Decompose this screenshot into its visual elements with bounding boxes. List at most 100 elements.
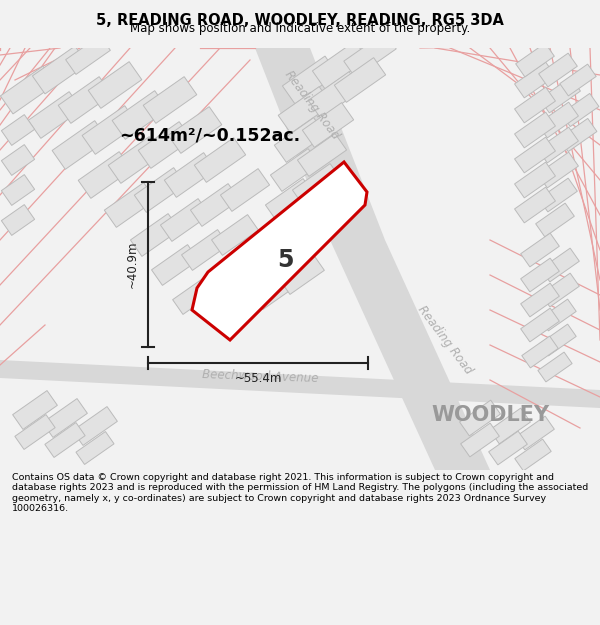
- Polygon shape: [58, 77, 112, 123]
- Polygon shape: [280, 256, 325, 294]
- Polygon shape: [330, 240, 490, 470]
- Polygon shape: [538, 152, 578, 188]
- Polygon shape: [257, 239, 304, 281]
- Polygon shape: [134, 168, 185, 212]
- Polygon shape: [271, 149, 320, 191]
- Polygon shape: [76, 431, 114, 464]
- Polygon shape: [490, 408, 530, 444]
- Polygon shape: [220, 169, 269, 211]
- Polygon shape: [52, 121, 108, 169]
- Polygon shape: [515, 187, 556, 223]
- Polygon shape: [262, 209, 308, 251]
- Polygon shape: [274, 118, 326, 162]
- Polygon shape: [521, 283, 559, 317]
- Polygon shape: [88, 62, 142, 108]
- Text: 5: 5: [277, 248, 293, 272]
- Polygon shape: [559, 118, 597, 152]
- Polygon shape: [15, 414, 55, 449]
- Polygon shape: [515, 439, 551, 471]
- Polygon shape: [138, 122, 192, 168]
- Polygon shape: [460, 400, 500, 436]
- Polygon shape: [515, 87, 556, 123]
- Polygon shape: [292, 164, 341, 206]
- Polygon shape: [284, 224, 331, 266]
- Polygon shape: [515, 137, 556, 173]
- Polygon shape: [32, 46, 88, 94]
- Polygon shape: [536, 203, 574, 237]
- Polygon shape: [538, 352, 572, 382]
- Polygon shape: [283, 56, 338, 104]
- Polygon shape: [539, 53, 577, 87]
- Polygon shape: [515, 62, 556, 98]
- Polygon shape: [515, 162, 556, 198]
- Polygon shape: [73, 407, 118, 446]
- Polygon shape: [539, 178, 577, 212]
- Polygon shape: [13, 391, 58, 429]
- Polygon shape: [278, 87, 332, 133]
- Text: 5, READING ROAD, WOODLEY, READING, RG5 3DA: 5, READING ROAD, WOODLEY, READING, RG5 3…: [96, 14, 504, 29]
- Polygon shape: [1, 114, 35, 146]
- Polygon shape: [521, 233, 559, 267]
- Polygon shape: [515, 43, 554, 77]
- Polygon shape: [538, 102, 578, 138]
- Text: Beechwood Avenue: Beechwood Avenue: [202, 369, 319, 386]
- Polygon shape: [190, 184, 239, 226]
- Polygon shape: [212, 214, 259, 256]
- Polygon shape: [539, 77, 580, 113]
- Text: Reading Road: Reading Road: [415, 303, 475, 377]
- Polygon shape: [302, 102, 353, 148]
- Polygon shape: [203, 261, 247, 299]
- Polygon shape: [561, 93, 599, 127]
- Polygon shape: [521, 258, 559, 292]
- Polygon shape: [461, 423, 499, 457]
- Polygon shape: [143, 77, 197, 123]
- Text: WOODLEY: WOODLEY: [431, 405, 549, 425]
- Text: ~40.9m: ~40.9m: [125, 241, 139, 288]
- Polygon shape: [78, 152, 132, 198]
- Polygon shape: [265, 179, 314, 221]
- Polygon shape: [515, 112, 556, 148]
- Text: Reading Road: Reading Road: [282, 68, 342, 142]
- Text: Map shows position and indicative extent of the property.: Map shows position and indicative extent…: [130, 21, 470, 34]
- Polygon shape: [168, 107, 222, 153]
- Polygon shape: [515, 416, 554, 450]
- Polygon shape: [540, 324, 576, 356]
- Polygon shape: [108, 137, 162, 183]
- Polygon shape: [313, 41, 368, 89]
- Polygon shape: [1, 204, 35, 236]
- Text: ~614m²/~0.152ac.: ~614m²/~0.152ac.: [119, 126, 301, 144]
- Text: Contains OS data © Crown copyright and database right 2021. This information is : Contains OS data © Crown copyright and d…: [12, 473, 588, 513]
- Text: ~55.4m: ~55.4m: [235, 371, 281, 384]
- Polygon shape: [334, 58, 386, 102]
- Polygon shape: [538, 127, 578, 163]
- Polygon shape: [1, 144, 35, 176]
- Polygon shape: [540, 299, 576, 331]
- Polygon shape: [255, 48, 385, 240]
- Polygon shape: [488, 431, 527, 465]
- Polygon shape: [298, 134, 347, 176]
- Polygon shape: [289, 194, 335, 236]
- Polygon shape: [43, 399, 88, 437]
- Polygon shape: [182, 229, 229, 271]
- Polygon shape: [253, 271, 298, 309]
- Polygon shape: [82, 106, 138, 154]
- Polygon shape: [194, 138, 245, 182]
- Polygon shape: [560, 64, 596, 96]
- Polygon shape: [1, 174, 35, 206]
- Polygon shape: [0, 360, 600, 408]
- Polygon shape: [173, 276, 217, 314]
- Polygon shape: [65, 36, 110, 74]
- Polygon shape: [130, 214, 179, 256]
- Polygon shape: [164, 152, 215, 198]
- Polygon shape: [192, 162, 367, 340]
- Polygon shape: [28, 92, 82, 138]
- Polygon shape: [522, 336, 558, 368]
- Polygon shape: [344, 32, 396, 78]
- Polygon shape: [45, 422, 85, 457]
- Polygon shape: [521, 308, 559, 342]
- Polygon shape: [112, 91, 168, 139]
- Polygon shape: [541, 273, 580, 307]
- Polygon shape: [308, 72, 362, 118]
- Polygon shape: [1, 66, 56, 114]
- Polygon shape: [104, 182, 155, 228]
